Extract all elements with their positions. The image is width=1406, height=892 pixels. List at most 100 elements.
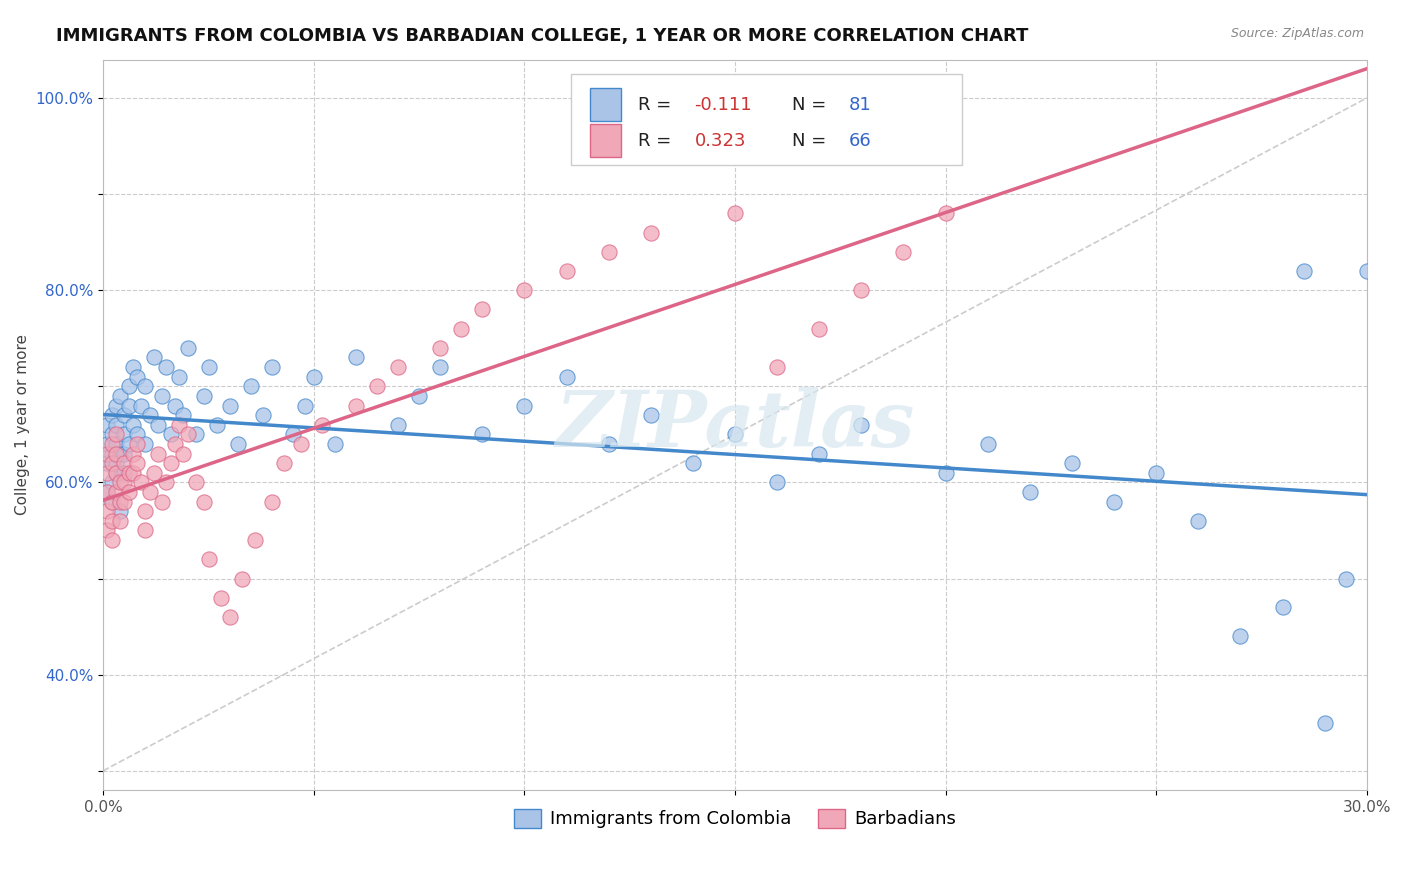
Point <box>125 427 148 442</box>
Point <box>121 447 143 461</box>
Point <box>129 475 152 490</box>
Point <box>205 417 228 432</box>
Point <box>1313 715 1336 730</box>
Point <box>100 447 122 461</box>
Text: R =: R = <box>638 132 676 150</box>
Point <box>117 437 139 451</box>
Y-axis label: College, 1 year or more: College, 1 year or more <box>15 334 30 516</box>
Point <box>100 494 122 508</box>
Point <box>893 244 915 259</box>
Point <box>112 494 135 508</box>
Point <box>167 369 190 384</box>
Point <box>112 447 135 461</box>
Point <box>640 408 662 422</box>
Point <box>138 408 160 422</box>
Point <box>104 456 127 470</box>
Point <box>231 572 253 586</box>
Point <box>209 591 232 605</box>
Point <box>1271 600 1294 615</box>
Point <box>172 408 194 422</box>
Point <box>129 399 152 413</box>
Point <box>117 466 139 480</box>
Point <box>808 447 831 461</box>
Point <box>176 341 198 355</box>
Point <box>1018 485 1040 500</box>
Point <box>163 437 186 451</box>
Point <box>155 360 177 375</box>
Point <box>100 408 122 422</box>
Point <box>344 351 367 365</box>
Point <box>121 466 143 480</box>
Point <box>142 351 165 365</box>
Point <box>104 427 127 442</box>
Point <box>976 437 998 451</box>
Point <box>323 437 346 451</box>
Point <box>146 447 169 461</box>
Point <box>471 427 494 442</box>
Point <box>640 226 662 240</box>
Point <box>851 417 873 432</box>
Point <box>150 494 173 508</box>
Text: 81: 81 <box>849 95 872 114</box>
Point <box>387 417 409 432</box>
Point <box>1187 514 1209 528</box>
Point <box>134 437 156 451</box>
Point <box>100 437 122 451</box>
Point <box>1229 629 1251 643</box>
Point <box>150 389 173 403</box>
Point <box>104 485 127 500</box>
Point <box>555 369 578 384</box>
Point <box>724 206 747 220</box>
Point <box>125 437 148 451</box>
Point <box>96 447 118 461</box>
Point <box>239 379 262 393</box>
Point <box>100 494 122 508</box>
Point <box>163 399 186 413</box>
Point <box>197 552 219 566</box>
Point <box>96 504 118 518</box>
Point <box>167 417 190 432</box>
Point <box>112 475 135 490</box>
Point <box>935 206 957 220</box>
Point <box>117 379 139 393</box>
Point <box>450 321 472 335</box>
Point <box>100 514 122 528</box>
Point <box>108 494 131 508</box>
Text: ZIPatlas: ZIPatlas <box>555 386 915 463</box>
Point <box>155 475 177 490</box>
Point <box>104 417 127 432</box>
Point <box>108 447 131 461</box>
Point <box>1060 456 1083 470</box>
Point <box>1292 264 1315 278</box>
Point <box>408 389 430 403</box>
Point <box>294 399 316 413</box>
Point <box>159 427 181 442</box>
Point <box>513 399 536 413</box>
Point <box>252 408 274 422</box>
Point <box>121 417 143 432</box>
FancyBboxPatch shape <box>571 74 963 166</box>
Point <box>104 437 127 451</box>
Point <box>96 524 118 538</box>
Point <box>121 360 143 375</box>
Bar <box>589 88 621 121</box>
Point <box>429 341 451 355</box>
Point <box>134 379 156 393</box>
Point <box>100 533 122 547</box>
Point <box>96 456 118 470</box>
Point <box>598 244 620 259</box>
Point <box>218 399 240 413</box>
Point <box>184 427 207 442</box>
Legend: Immigrants from Colombia, Barbadians: Immigrants from Colombia, Barbadians <box>506 802 963 836</box>
Point <box>134 524 156 538</box>
Point <box>125 456 148 470</box>
Point <box>513 283 536 297</box>
Point <box>1334 572 1357 586</box>
Point <box>1102 494 1125 508</box>
Point <box>311 417 333 432</box>
Point <box>193 494 215 508</box>
Point <box>108 475 131 490</box>
Point <box>108 389 131 403</box>
Point <box>184 475 207 490</box>
Point <box>471 302 494 317</box>
